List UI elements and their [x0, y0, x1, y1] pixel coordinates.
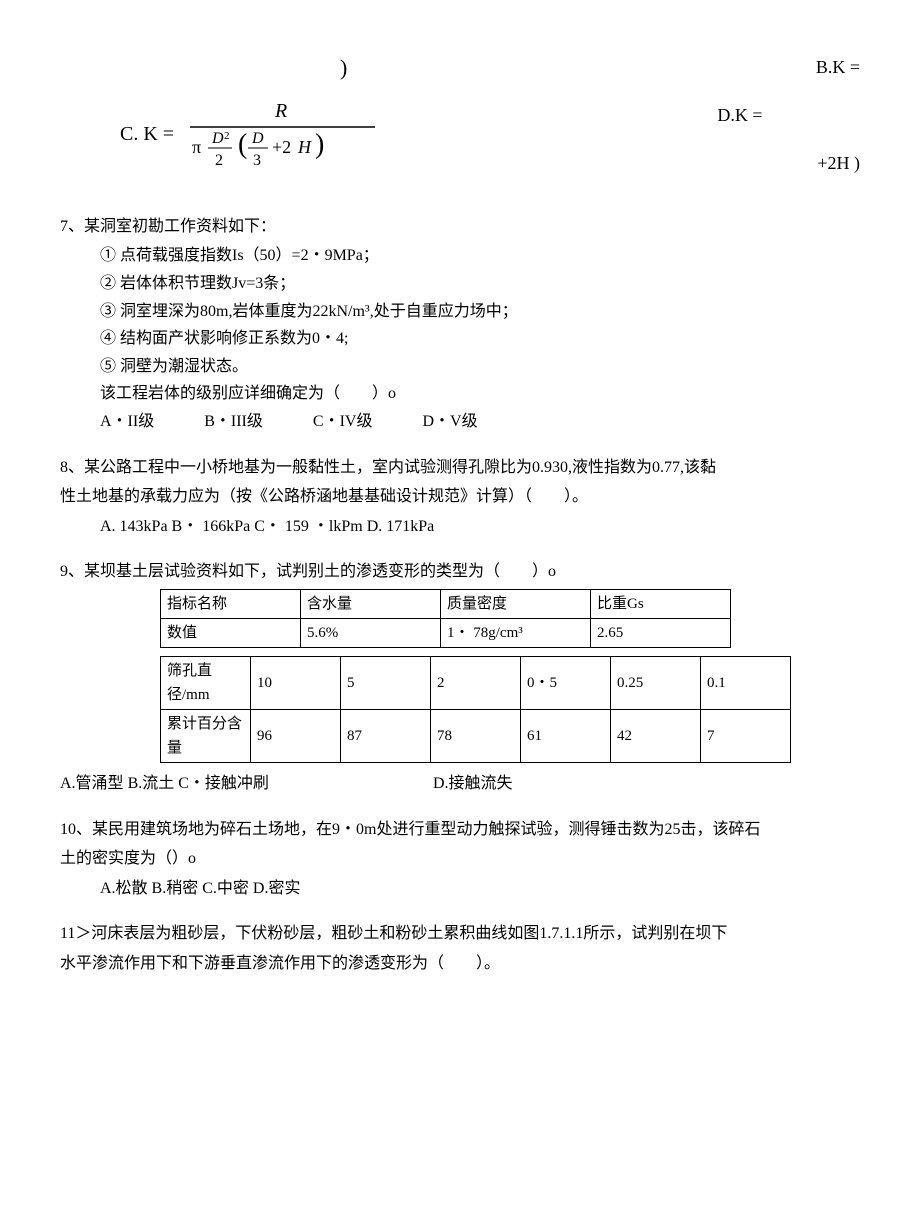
q7-opt-d: D・V级: [422, 413, 477, 430]
q7-sub4: ④ 结构面产状影响修正系数为0・4;: [60, 326, 860, 352]
table-row: 指标名称 含水量 质量密度 比重Gs: [161, 589, 731, 618]
question-8: 8、某公路工程中一小桥地基为一般黏性土，室内试验测得孔隙比为0.930,液性指数…: [60, 455, 860, 540]
svg-text:C. K =: C. K =: [120, 123, 174, 145]
cell: 61: [521, 709, 611, 762]
q9-table1: 指标名称 含水量 质量密度 比重Gs 数值 5.6% 1・ 78g/cm³ 2.…: [160, 589, 731, 648]
svg-text:H: H: [297, 137, 312, 157]
q7-sub3: ③ 洞室埋深为80m,岩体重度为22kN/m³,处于自重应力场中；: [60, 299, 860, 325]
svg-text:3: 3: [253, 152, 261, 169]
q7-opt-c: C・IV级: [313, 413, 373, 430]
cell: 5: [341, 656, 431, 709]
cell: 0.1: [701, 656, 791, 709]
cell: 1・ 78g/cm³: [441, 618, 591, 647]
svg-text:+2: +2: [272, 137, 291, 157]
q11-stem2: 水平渗流作用下和下游垂直渗流作用下的渗透变形为（ ）。: [60, 951, 860, 977]
q10-stem1: 10、某民用建筑场地为碎石土场地，在9・0m处进行重型动力触探试验，测得锤击数为…: [60, 817, 860, 843]
svg-text:2: 2: [215, 152, 223, 169]
q9-opt-d: D.接触流失: [433, 775, 513, 792]
question-11: 11＞河床表层为粗砂层，下伏粉砂层，粗砂土和粉砂土累积曲线如图1.7.1.1所示…: [60, 921, 860, 976]
svg-text:(: (: [238, 129, 247, 160]
q10-stem2: 土的密实度为（）o: [60, 846, 860, 872]
q7-opt-b: B・III级: [204, 413, 263, 430]
svg-text:D: D: [211, 130, 224, 147]
cell: 含水量: [301, 589, 441, 618]
question-9: 9、某坝基土层试验资料如下，试判别土的渗透变形的类型为（ ）o 指标名称 含水量…: [60, 559, 860, 796]
cell: 2.65: [591, 618, 731, 647]
table-row: 筛孔直径/mm 10 5 2 0・5 0.25 0.1: [161, 656, 791, 709]
formula-option-c: C. K = R π D 2 2 ( D 3 +2 H ): [60, 95, 380, 184]
svg-text:R: R: [274, 100, 287, 122]
cell: 87: [341, 709, 431, 762]
cell: 0・5: [521, 656, 611, 709]
cell: 10: [251, 656, 341, 709]
formula-option-d-extra: +2H ): [717, 149, 860, 178]
q7-sub1: ① 点荷载强度指数Is（50）=2・9MPa；: [60, 243, 860, 269]
q7-options: A・II级 B・III级 C・IV级 D・V级: [60, 409, 860, 435]
formula-paren: ): [60, 50, 347, 85]
q7-ask: 该工程岩体的级别应详细确定为（ ）o: [60, 381, 860, 407]
table-row: 数值 5.6% 1・ 78g/cm³ 2.65: [161, 618, 731, 647]
cell: 2: [431, 656, 521, 709]
q9-table2: 筛孔直径/mm 10 5 2 0・5 0.25 0.1 累计百分含量 96 87…: [160, 656, 791, 763]
svg-text:): ): [315, 129, 324, 160]
cell: 0.25: [611, 656, 701, 709]
q8-stem2: 性土地基的承载力应为（按《公路桥涵地基基础设计规范》计算）（ ）。: [60, 484, 860, 510]
q7-opt-a: A・II级: [100, 413, 154, 430]
formula-option-d: D.K =: [717, 101, 860, 130]
cell: 累计百分含量: [161, 709, 251, 762]
formula-option-d-wrap: D.K = +2H ): [717, 101, 860, 179]
cell: 78: [431, 709, 521, 762]
q7-sub2: ② 岩体体积节理数Jv=3条；: [60, 271, 860, 297]
question-7: 7、某洞室初勘工作资料如下： ① 点荷载强度指数Is（50）=2・9MPa； ②…: [60, 214, 860, 435]
svg-text:D: D: [251, 130, 264, 147]
svg-text:π: π: [192, 137, 201, 157]
question-10: 10、某民用建筑场地为碎石土场地，在9・0m处进行重型动力触探试验，测得锤击数为…: [60, 817, 860, 902]
cell: 7: [701, 709, 791, 762]
table-row: 累计百分含量 96 87 78 61 42 7: [161, 709, 791, 762]
cell: 96: [251, 709, 341, 762]
formula-row-1: ) B.K =: [60, 50, 860, 85]
q7-sub5: ⑤ 洞壁为潮湿状态。: [60, 354, 860, 380]
cell: 筛孔直径/mm: [161, 656, 251, 709]
cell: 数值: [161, 618, 301, 647]
formula-option-b: B.K =: [816, 53, 860, 82]
q9-opt-a: A.管涌型: [60, 775, 124, 792]
q9-opt-b: B.流土: [128, 775, 175, 792]
q8-stem1: 8、某公路工程中一小桥地基为一般黏性土，室内试验测得孔隙比为0.930,液性指数…: [60, 455, 860, 481]
cell: 42: [611, 709, 701, 762]
svg-text:2: 2: [224, 130, 230, 142]
q10-options: A.松散 B.稍密 C.中密 D.密实: [60, 876, 860, 902]
q11-stem1: 11＞河床表层为粗砂层，下伏粉砂层，粗砂土和粉砂土累积曲线如图1.7.1.1所示…: [60, 921, 860, 947]
q9-options: A.管涌型 B.流土 C・接触冲刷 D.接触流失: [60, 771, 860, 797]
cell: 质量密度: [441, 589, 591, 618]
cell: 5.6%: [301, 618, 441, 647]
q8-options: A. 143kPa B・ 166kPa C・ 159 ・lkPm D. 171k…: [60, 514, 860, 540]
formula-row-2: C. K = R π D 2 2 ( D 3 +2 H ) D.K = +2H …: [60, 95, 860, 184]
cell: 比重Gs: [591, 589, 731, 618]
q9-stem: 9、某坝基土层试验资料如下，试判别土的渗透变形的类型为（ ）o: [60, 559, 860, 585]
q9-opt-c: C・接触冲刷: [178, 775, 269, 792]
cell: 指标名称: [161, 589, 301, 618]
q7-stem: 7、某洞室初勘工作资料如下：: [60, 214, 860, 240]
